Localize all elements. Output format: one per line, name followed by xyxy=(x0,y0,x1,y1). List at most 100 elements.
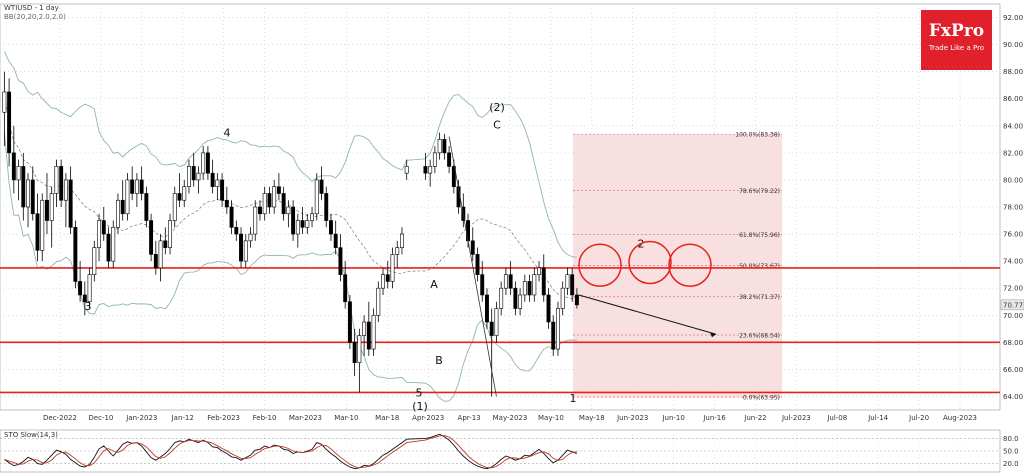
candle xyxy=(305,213,310,235)
candle-body xyxy=(295,220,300,235)
candle-body xyxy=(229,206,234,228)
time-tick-label: Aug-2023 xyxy=(943,414,977,422)
candle-body xyxy=(243,240,248,262)
candle-body xyxy=(106,233,111,262)
candle-body xyxy=(537,267,541,275)
candle-body xyxy=(423,166,428,174)
price-tick-label: 88.00 xyxy=(1003,68,1023,76)
candle xyxy=(134,173,139,207)
candle-body xyxy=(205,152,210,174)
price-tick-label: 90.00 xyxy=(1003,41,1023,49)
candle xyxy=(480,261,485,302)
candle-body xyxy=(163,240,168,248)
candle-body xyxy=(324,193,329,221)
stoch-k-line xyxy=(4,433,578,470)
candle xyxy=(494,301,499,343)
candle xyxy=(149,213,154,262)
candle-body xyxy=(120,199,125,215)
time-axis: Dec-2022 Dec-10 Jan-2023 Jan-12 Feb-2023 Feb-… xyxy=(43,414,977,422)
candle xyxy=(291,200,296,241)
candle xyxy=(187,159,191,194)
candle-body xyxy=(63,179,68,201)
candle xyxy=(49,186,54,248)
candle xyxy=(352,328,357,377)
candle xyxy=(239,227,243,268)
candle-body xyxy=(560,287,565,309)
candle-body xyxy=(404,166,409,174)
candle xyxy=(234,220,239,241)
stoch-tick-label: 20.0 xyxy=(1003,460,1019,468)
candle xyxy=(537,261,541,282)
candle-body xyxy=(286,206,291,215)
candle-body xyxy=(239,233,243,262)
candle xyxy=(11,125,16,194)
candle xyxy=(570,267,575,302)
candle-body xyxy=(366,321,371,350)
wave-label: B xyxy=(435,354,443,367)
candle xyxy=(295,213,300,248)
candle xyxy=(78,261,83,302)
candle-body xyxy=(385,274,390,282)
candle xyxy=(73,220,78,289)
candle-body xyxy=(125,179,130,215)
candle-body xyxy=(68,179,73,228)
candle-body xyxy=(149,220,154,255)
indicator-settings: BB(20,20,2.0,2.0) xyxy=(4,13,66,21)
candle-body xyxy=(437,139,442,154)
price-tick-label: 68.00 xyxy=(1003,339,1023,347)
candle-body xyxy=(503,274,508,289)
candle-body xyxy=(253,206,258,235)
candle xyxy=(40,193,45,262)
stochastic-title: STO Slow(14,3) xyxy=(4,431,58,439)
candle xyxy=(532,267,537,302)
candle xyxy=(45,173,49,235)
fibonacci-zone: 100.0%(83.38) 78.6%(79.22) 61.8%(75.96) 50.… xyxy=(573,132,782,402)
candle-body xyxy=(267,193,272,208)
time-tick-label: Feb-2023 xyxy=(207,414,240,422)
price-tick-label: 82.00 xyxy=(1003,149,1023,157)
candle xyxy=(258,200,262,221)
candle xyxy=(272,179,277,214)
symbol-title: WTIUSD - 1 day xyxy=(4,4,59,12)
candle-body xyxy=(343,274,348,303)
fib-level-label: 0.0%(63.95) xyxy=(743,395,780,402)
candle-body xyxy=(111,227,116,262)
time-tick-label: Feb-10 xyxy=(253,414,277,422)
time-tick-label: Apr-13 xyxy=(458,414,481,422)
candle-body xyxy=(442,139,447,154)
candle xyxy=(30,166,35,221)
candle-body xyxy=(432,152,437,167)
candle-body xyxy=(518,294,523,309)
wave-trendline xyxy=(448,136,497,397)
price-tick-label: 70.00 xyxy=(1003,312,1023,320)
candle xyxy=(347,294,352,350)
candle xyxy=(229,200,234,235)
candle xyxy=(210,159,215,194)
candle-body xyxy=(276,186,281,194)
candle xyxy=(556,301,560,356)
candle xyxy=(447,146,452,174)
candle-body xyxy=(168,220,172,248)
candle-body xyxy=(314,179,319,215)
candle xyxy=(475,247,480,282)
candle xyxy=(87,267,92,309)
time-tick-label: Jun-2023 xyxy=(616,414,648,422)
candle-body xyxy=(428,166,433,174)
fib-level-label: 78.6%(79.22) xyxy=(739,188,780,195)
candle xyxy=(333,220,338,255)
candle xyxy=(224,186,229,214)
price-tick-label: 92.00 xyxy=(1003,14,1023,22)
candle-body xyxy=(574,294,579,306)
candle xyxy=(243,234,248,268)
time-tick-label: Dec-2022 xyxy=(43,414,77,422)
candle xyxy=(215,173,220,201)
candle-body xyxy=(191,166,196,181)
candle xyxy=(357,328,362,393)
candle xyxy=(106,227,111,268)
candle xyxy=(2,71,7,147)
price-tick-label: 78.00 xyxy=(1003,204,1023,212)
candle-body xyxy=(395,247,400,255)
candle-body xyxy=(92,247,97,275)
candle-body xyxy=(130,179,135,194)
